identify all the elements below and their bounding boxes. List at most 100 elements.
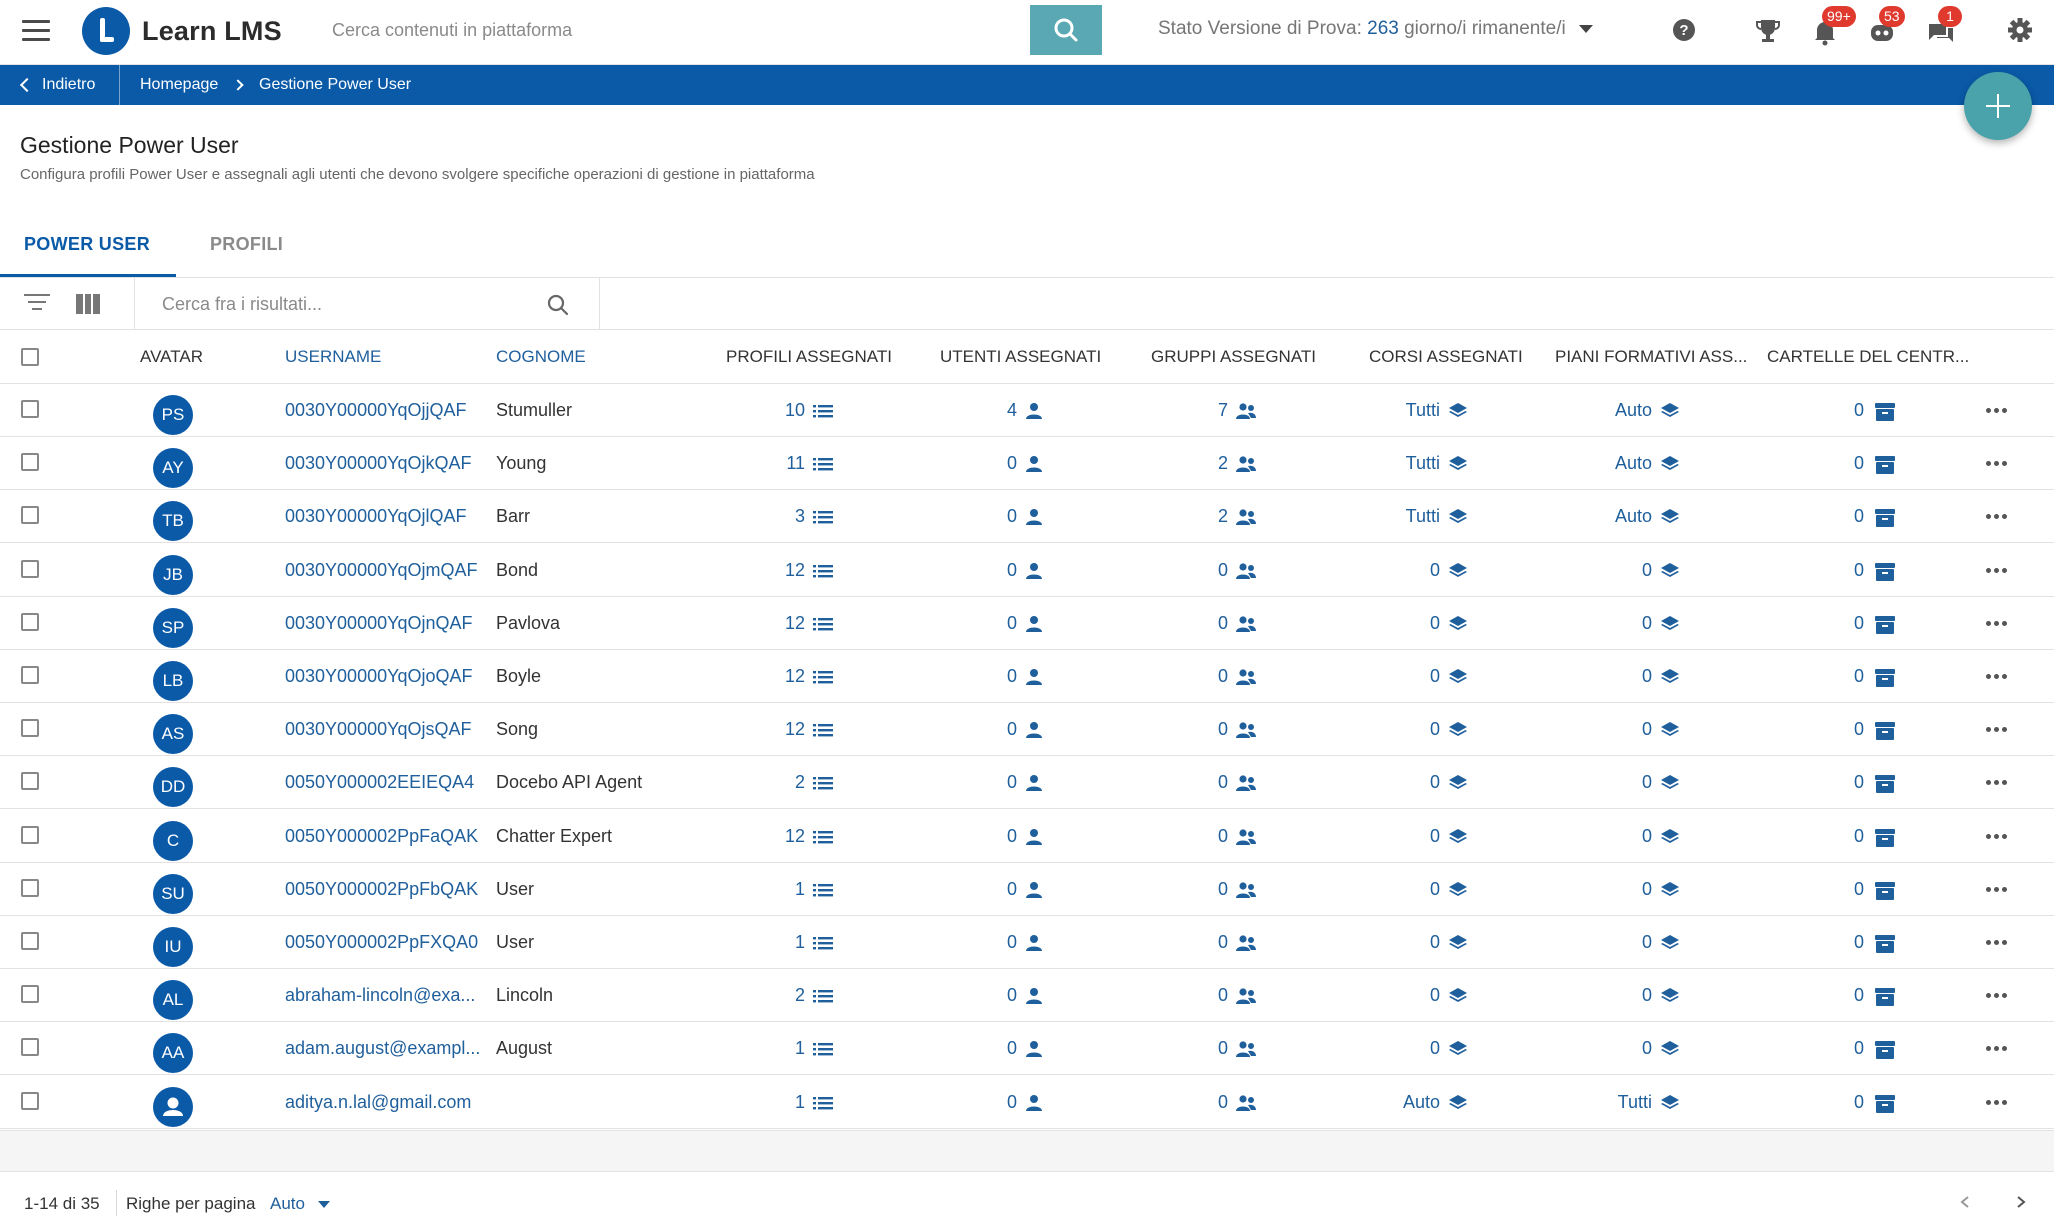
- profili-value[interactable]: 11: [786, 453, 805, 474]
- breadcrumb-home[interactable]: Homepage: [140, 76, 219, 93]
- cartelle-value[interactable]: 0: [1853, 612, 1864, 633]
- gear-icon[interactable]: [2003, 16, 2037, 50]
- table-row[interactable]: SU 0050Y000002PpFbQAK User 1 0 0 0 0 0: [0, 863, 2054, 916]
- corsi-value[interactable]: 0: [1429, 1038, 1440, 1059]
- piani-value[interactable]: 0: [1641, 666, 1652, 686]
- corsi-value[interactable]: Tutti: [1405, 453, 1440, 474]
- gruppi-value[interactable]: 0: [1217, 1091, 1228, 1112]
- columns-icon[interactable]: [76, 294, 101, 314]
- add-button[interactable]: [1964, 72, 2032, 140]
- select-all-checkbox[interactable]: [21, 348, 39, 366]
- username-link[interactable]: 0030Y00000YqOjkQAF: [285, 453, 472, 474]
- more-actions-icon[interactable]: [1986, 674, 2010, 680]
- row-checkbox[interactable]: [21, 400, 39, 418]
- table-row[interactable]: AS 0030Y00000YqOjsQAF Song 12 0 0 0 0 0: [0, 703, 2054, 757]
- piani-value[interactable]: 0: [1641, 1038, 1652, 1059]
- username-link[interactable]: 0030Y00000YqOjoQAF: [285, 666, 473, 686]
- cartelle-value[interactable]: 0: [1853, 1091, 1864, 1112]
- more-actions-icon[interactable]: [1986, 940, 2010, 946]
- table-row[interactable]: AA adam.august@exampl... August 1 0 0 0 0 0: [0, 1022, 2054, 1076]
- piani-value[interactable]: 0: [1641, 878, 1652, 899]
- piani-value[interactable]: 0: [1641, 825, 1652, 846]
- utenti-value[interactable]: 0: [1006, 932, 1017, 952]
- utenti-value[interactable]: 0: [1006, 453, 1017, 474]
- username-link[interactable]: 0050Y000002PpFXQA0: [285, 932, 479, 952]
- more-actions-icon[interactable]: [1986, 514, 2010, 520]
- gruppi-value[interactable]: 0: [1217, 825, 1228, 846]
- table-row[interactable]: JB 0030Y00000YqOjmQAF Bond 12 0 0 0 0 0: [0, 544, 2054, 597]
- table-row[interactable]: C 0050Y000002PpFaQAK Chatter Expert 12 0 0 0 0 0: [0, 810, 2054, 863]
- tab-power-user[interactable]: POWER USER: [24, 234, 151, 254]
- piani-value[interactable]: Auto: [1614, 506, 1652, 527]
- gruppi-value[interactable]: 0: [1217, 878, 1228, 899]
- utenti-value[interactable]: 0: [1006, 878, 1017, 899]
- header-username[interactable]: USERNAME: [285, 347, 382, 366]
- table-row[interactable]: IU 0050Y000002PpFXQA0 User 1 0 0 0 0 0: [0, 916, 2054, 969]
- row-checkbox[interactable]: [21, 985, 39, 1004]
- profili-value[interactable]: 1: [794, 932, 805, 952]
- utenti-value[interactable]: 4: [1006, 400, 1017, 420]
- cartelle-value[interactable]: 0: [1853, 932, 1864, 952]
- next-page-button[interactable]: [2014, 1194, 2028, 1208]
- utenti-value[interactable]: 0: [1006, 985, 1017, 1006]
- more-actions-icon[interactable]: [1986, 993, 2010, 999]
- username-link[interactable]: 0030Y00000YqOjjQAF: [285, 400, 467, 420]
- table-row[interactable]: TB 0030Y00000YqOjlQAF Barr 3 0 2 Tutti Auto 0: [0, 490, 2054, 544]
- more-actions-icon[interactable]: [1986, 1099, 2010, 1106]
- profili-value[interactable]: 12: [784, 719, 805, 740]
- rows-per-page-select[interactable]: Auto: [270, 1194, 330, 1214]
- corsi-value[interactable]: 0: [1429, 878, 1440, 899]
- cartelle-value[interactable]: 0: [1853, 400, 1864, 420]
- more-actions-icon[interactable]: [1986, 727, 2010, 733]
- cartelle-value[interactable]: 0: [1853, 772, 1864, 793]
- profili-value[interactable]: 1: [794, 1038, 805, 1059]
- tab-profili[interactable]: PROFILI: [210, 234, 284, 254]
- utenti-value[interactable]: 0: [1006, 1038, 1017, 1059]
- hamburger-icon[interactable]: [22, 20, 50, 44]
- back-button[interactable]: Indietro: [0, 65, 120, 105]
- corsi-value[interactable]: Tutti: [1405, 506, 1440, 527]
- corsi-value[interactable]: 0: [1429, 719, 1440, 740]
- utenti-value[interactable]: 0: [1006, 559, 1017, 580]
- gruppi-value[interactable]: 0: [1217, 1038, 1228, 1059]
- piani-value[interactable]: 0: [1641, 932, 1652, 952]
- piani-value[interactable]: Tutti: [1617, 1091, 1652, 1112]
- utenti-value[interactable]: 0: [1006, 506, 1017, 527]
- profili-value[interactable]: 12: [784, 825, 805, 846]
- cartelle-value[interactable]: 0: [1853, 559, 1864, 580]
- corsi-value[interactable]: 0: [1429, 772, 1440, 793]
- row-checkbox[interactable]: [21, 878, 39, 897]
- table-row[interactable]: AY 0030Y00000YqOjkQAF Young 11 0 2 Tutti Auto 0: [0, 437, 2054, 491]
- row-checkbox[interactable]: [21, 772, 39, 791]
- utenti-value[interactable]: 0: [1006, 719, 1017, 740]
- piani-value[interactable]: Auto: [1614, 400, 1652, 420]
- robot-icon[interactable]: 53: [1865, 6, 1905, 50]
- utenti-value[interactable]: 0: [1006, 666, 1017, 686]
- username-link[interactable]: abraham-lincoln@exa...: [285, 985, 476, 1006]
- chat-icon[interactable]: 1: [1924, 6, 1962, 50]
- utenti-value[interactable]: 0: [1006, 825, 1017, 846]
- header-cognome[interactable]: COGNOME: [496, 347, 586, 366]
- row-checkbox[interactable]: [21, 825, 39, 844]
- corsi-value[interactable]: 0: [1429, 932, 1440, 952]
- gruppi-value[interactable]: 0: [1217, 932, 1228, 952]
- gruppi-value[interactable]: 0: [1217, 772, 1228, 793]
- corsi-value[interactable]: Tutti: [1405, 400, 1440, 420]
- cartelle-value[interactable]: 0: [1853, 719, 1864, 740]
- more-actions-icon[interactable]: [1986, 620, 2010, 627]
- row-checkbox[interactable]: [21, 453, 39, 472]
- search-icon[interactable]: [545, 292, 571, 318]
- utenti-value[interactable]: 0: [1006, 612, 1017, 633]
- more-actions-icon[interactable]: [1986, 886, 2010, 893]
- more-actions-icon[interactable]: [1986, 833, 2010, 840]
- username-link[interactable]: 0030Y00000YqOjsQAF: [285, 719, 472, 740]
- row-checkbox[interactable]: [21, 1038, 39, 1057]
- row-checkbox[interactable]: [21, 506, 39, 525]
- row-checkbox[interactable]: [21, 932, 39, 950]
- gruppi-value[interactable]: 0: [1217, 612, 1228, 633]
- cartelle-value[interactable]: 0: [1853, 825, 1864, 846]
- row-checkbox[interactable]: [21, 559, 39, 578]
- corsi-value[interactable]: 0: [1429, 825, 1440, 846]
- piani-value[interactable]: 0: [1641, 719, 1652, 740]
- profili-value[interactable]: 12: [784, 612, 805, 633]
